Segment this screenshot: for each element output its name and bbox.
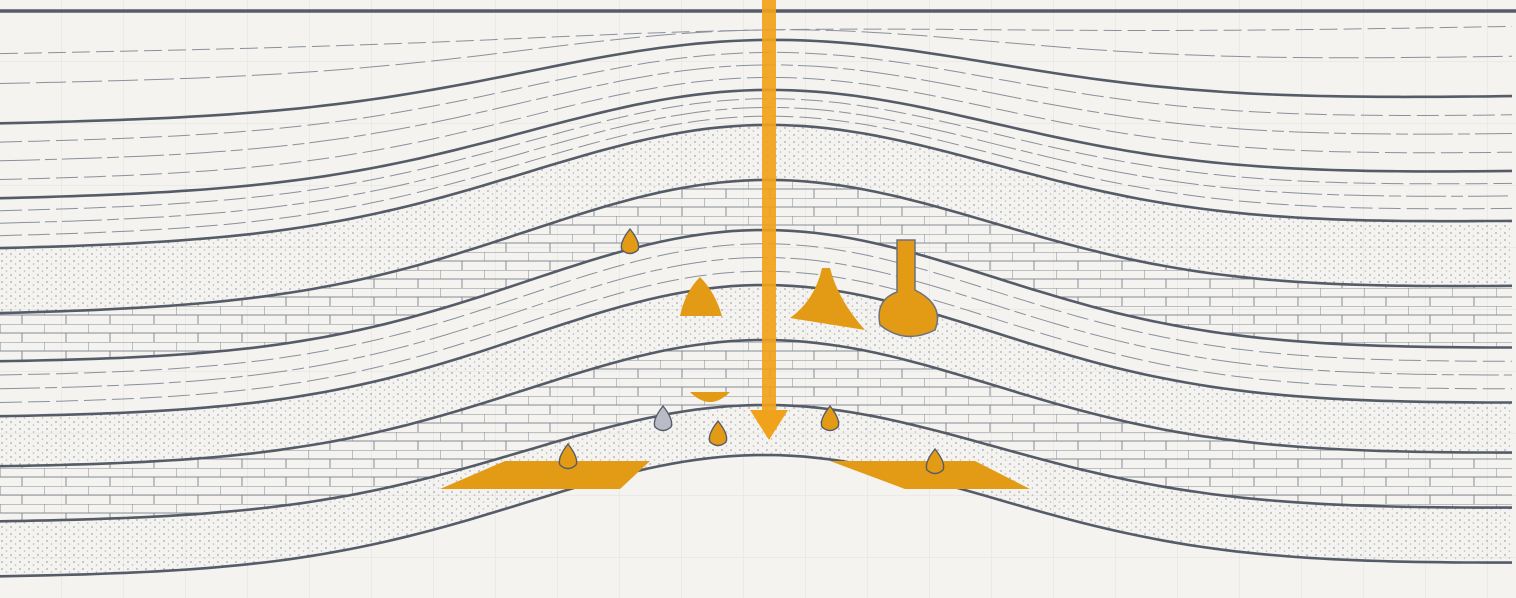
drill-shaft (762, 0, 776, 415)
rock-layers (0, 25, 1513, 578)
layer-boundary (0, 178, 1513, 315)
oil-pocket (690, 392, 730, 402)
shale-line (0, 76, 1513, 180)
oil-drop (653, 404, 673, 432)
layer-boundary (0, 338, 1512, 468)
shale-line (0, 106, 1513, 224)
oil-drop (708, 419, 728, 447)
shale-line (0, 64, 1513, 162)
oil-pocket (680, 277, 722, 316)
shale-line (0, 98, 1513, 212)
oil-drop (620, 227, 640, 255)
layer-fill (0, 340, 1512, 522)
oil-drop (820, 404, 840, 432)
layer-fill (0, 124, 1512, 314)
shale-line (0, 270, 1512, 403)
layer-boundary (0, 38, 1513, 125)
shale-line (0, 256, 1512, 390)
layer-boundary (0, 123, 1513, 250)
layer-fill (0, 285, 1512, 467)
oil-reservoir (440, 461, 650, 489)
layer-boundary (0, 403, 1512, 523)
layer-boundary (0, 228, 1512, 363)
shale-line (0, 51, 1513, 143)
oil-pocket (878, 239, 939, 338)
shale-line (0, 115, 1513, 237)
shale-line (0, 29, 1513, 84)
oil-pocket (790, 268, 865, 330)
oil-traps (440, 239, 1030, 489)
drill-head (750, 410, 788, 440)
layer-boundary (0, 453, 1512, 578)
oil-drop (925, 447, 945, 475)
oil-drop (558, 442, 578, 470)
shale-line (0, 243, 1512, 376)
layer-boundary (0, 88, 1513, 200)
oil-reservoir (830, 461, 1030, 489)
layer-boundary (0, 283, 1512, 418)
drill-arrow (750, 0, 788, 440)
oil-drops (558, 227, 945, 475)
